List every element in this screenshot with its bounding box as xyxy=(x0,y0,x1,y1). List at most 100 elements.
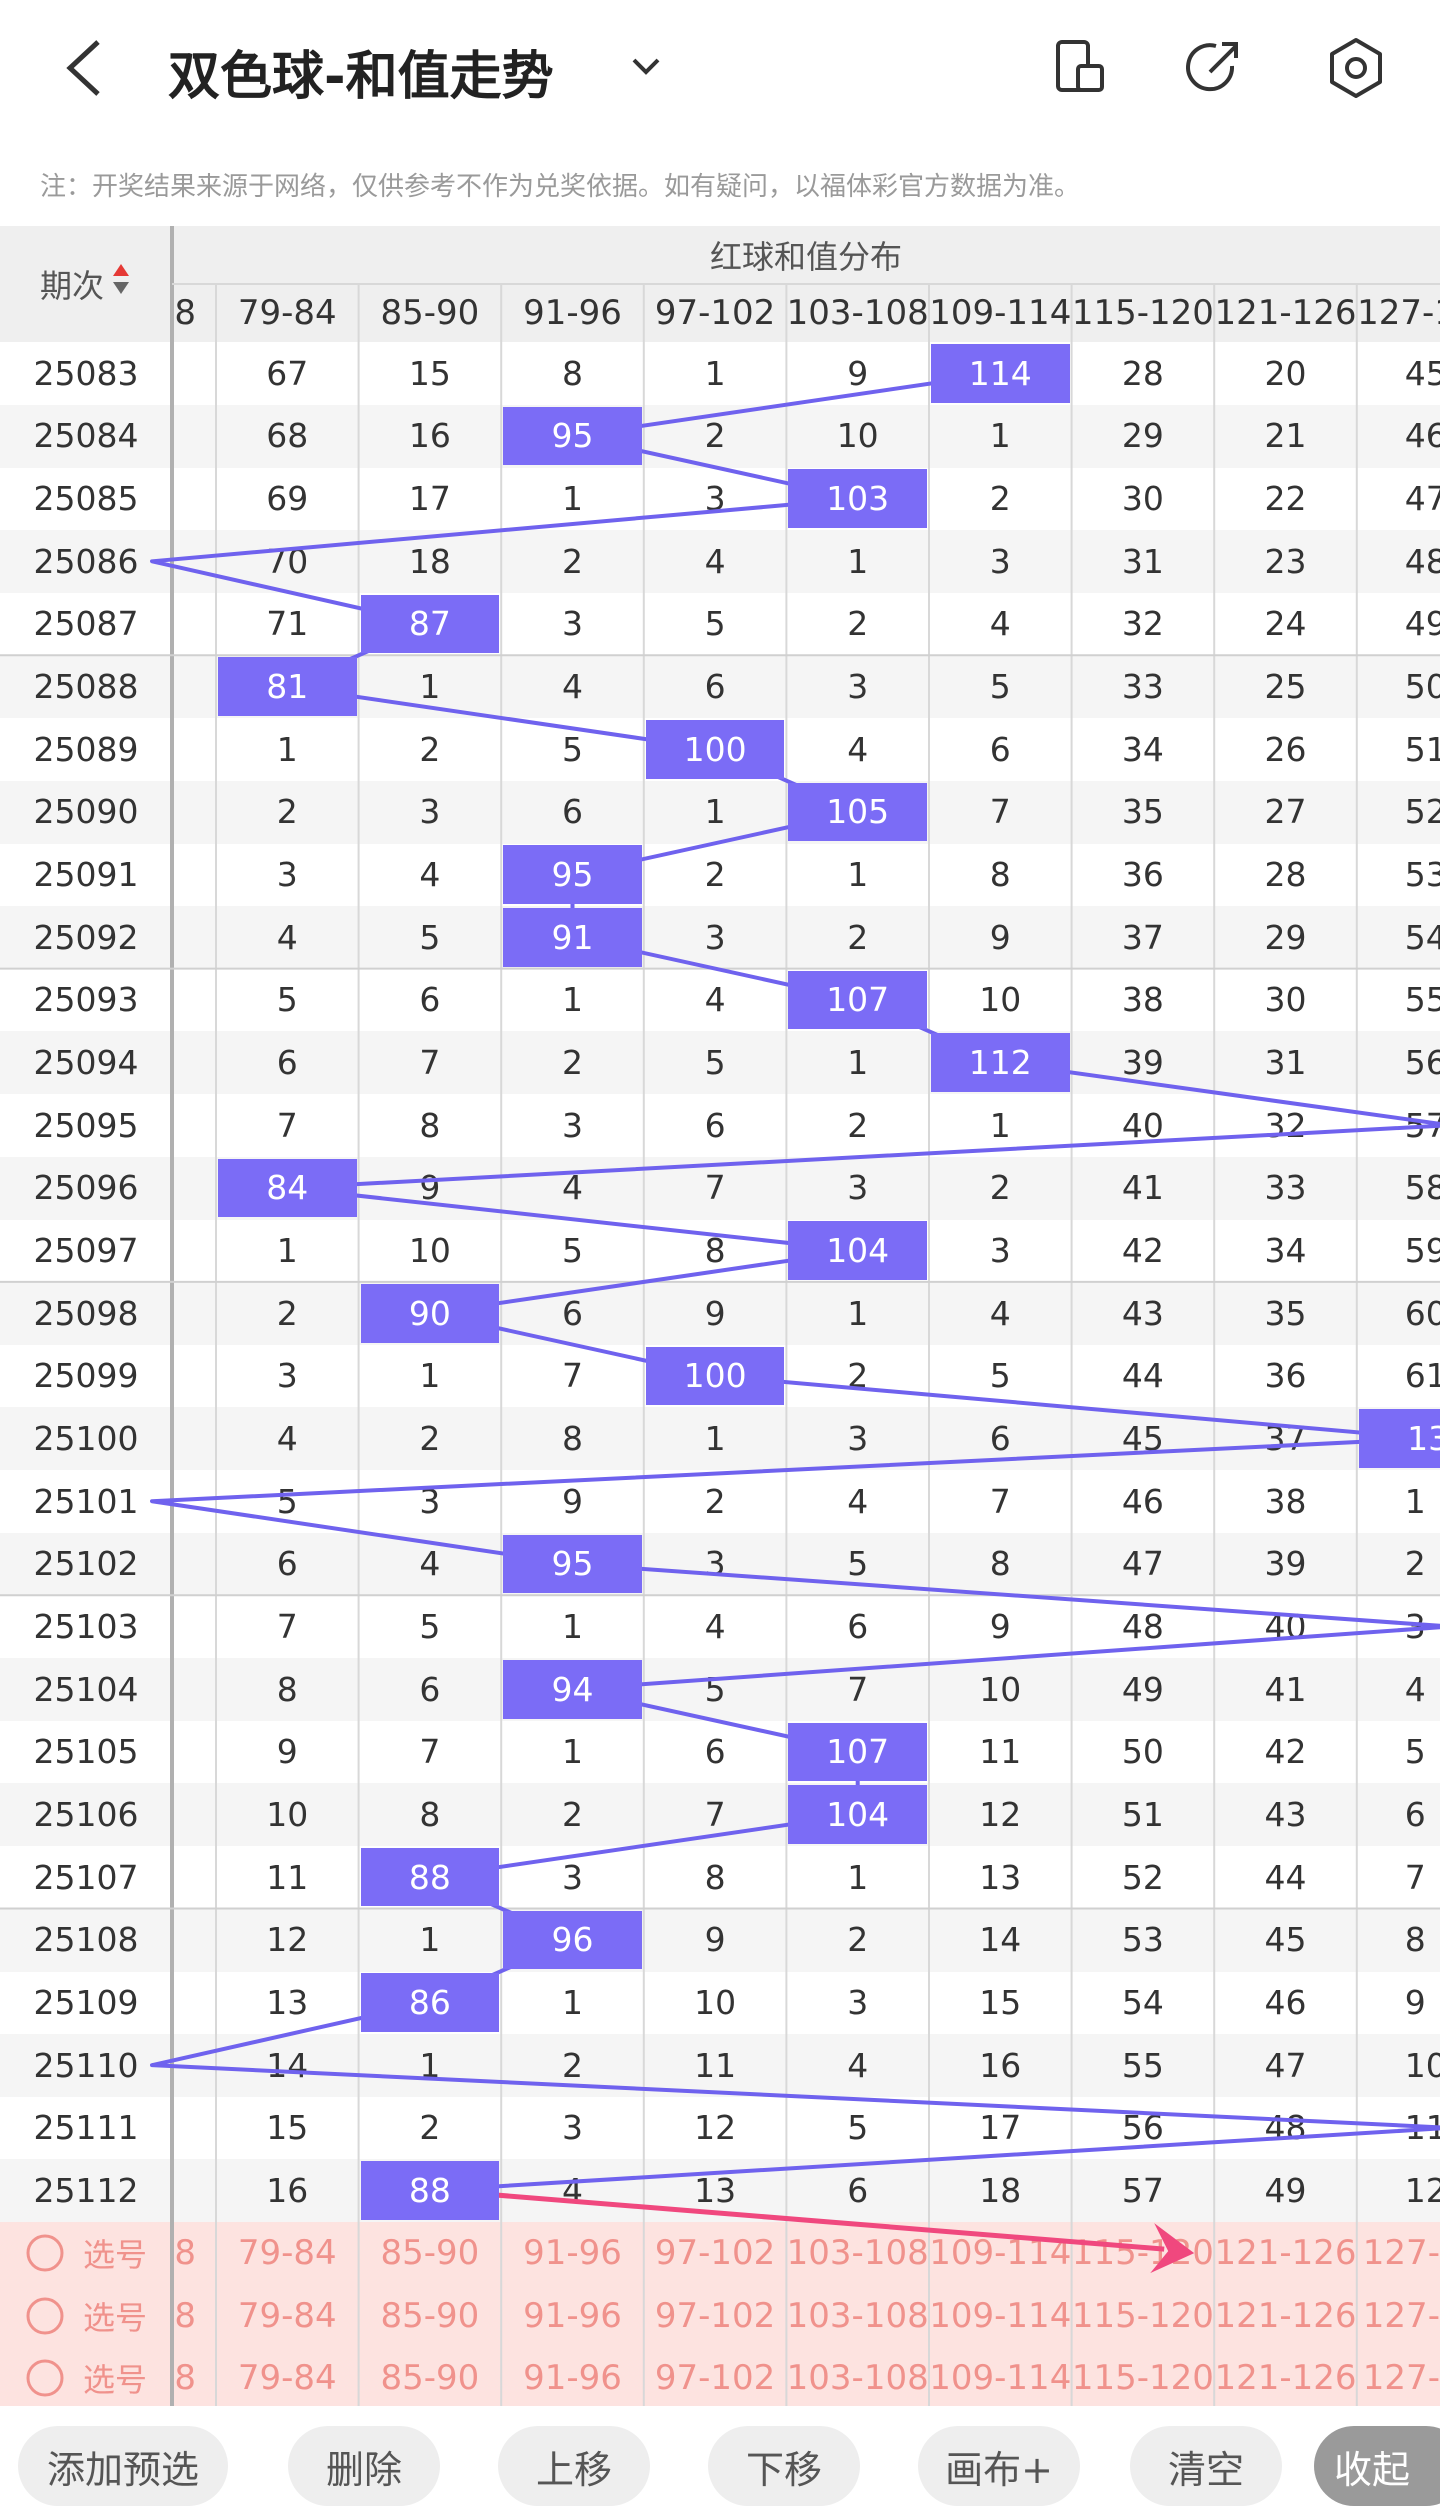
pick-range-cell[interactable]: 121-126 xyxy=(1214,2358,1357,2399)
pick-range-cell[interactable]: 109-114 xyxy=(929,2295,1072,2336)
pick-range-cell[interactable]: 79-84 xyxy=(237,2295,337,2336)
hit-cell: 84 xyxy=(218,1158,357,1218)
pick-range-cell[interactable]: 79-84 xyxy=(237,2358,337,2399)
miss-count-cell: 3 xyxy=(419,1481,441,1521)
pick-range-cell[interactable]: 121-126 xyxy=(1214,2295,1357,2336)
miss-count-cell: 46 xyxy=(1404,416,1440,456)
pick-range-cell[interactable]: 127-132 xyxy=(1362,2233,1440,2274)
pick-range-cell[interactable]: 121-126 xyxy=(1214,2233,1357,2274)
disclaimer-note: 注：开奖结果来源于网络，仅供参考不作为兑奖依据。如有疑问，以福体彩官方数据为准。 xyxy=(40,172,1081,202)
back-arrow-icon[interactable] xyxy=(60,38,110,98)
pick-row-label[interactable]: 选号 xyxy=(0,2222,172,2285)
collapse-button[interactable]: 收起 xyxy=(1314,2426,1440,2506)
miss-count-cell: 49 xyxy=(1264,2170,1307,2210)
pick-range-cell[interactable]: 91-96 xyxy=(523,2295,622,2336)
sort-arrows-icon xyxy=(113,264,129,294)
pick-range-cell[interactable]: 115-120 xyxy=(1071,2233,1214,2274)
miss-count-cell: 5 xyxy=(1404,1732,1426,1772)
miss-count-cell: 6 xyxy=(419,1669,441,1709)
move-up-button[interactable]: 上移 xyxy=(498,2426,650,2506)
miss-count-cell: 57 xyxy=(1121,2170,1164,2210)
period-cell: 25089 xyxy=(33,729,139,769)
miss-count-cell: 1 xyxy=(989,1105,1011,1145)
miss-count-cell: 56 xyxy=(1404,1043,1440,1083)
pick-rows-bg xyxy=(0,2221,1440,2406)
miss-count-cell: 44 xyxy=(1121,1356,1164,1396)
pick-range-cell[interactable]: 127-132 xyxy=(1362,2358,1440,2399)
miss-count-cell: 4 xyxy=(419,855,441,895)
miss-count-cell: 41 xyxy=(1264,1669,1307,1709)
miss-count-cell: 46 xyxy=(1121,1481,1164,1521)
period-cell: 25084 xyxy=(33,416,139,456)
period-cell: 25086 xyxy=(33,541,139,581)
add-preselect-button[interactable]: 添加预选 xyxy=(18,2426,228,2506)
miss-count-cell: 2 xyxy=(419,729,441,769)
pick-range-cell[interactable]: 103-108 xyxy=(786,2295,929,2336)
miss-count-cell: 32 xyxy=(1264,1105,1307,1145)
miss-count-cell: 11 xyxy=(266,1857,309,1897)
miss-count-cell: 4 xyxy=(1404,1669,1426,1709)
pick-range-cell[interactable]: 103-108 xyxy=(786,2233,929,2274)
pick-range-cell[interactable]: 8 xyxy=(174,2295,196,2336)
pick-range-cell[interactable]: 127-132 xyxy=(1362,2295,1440,2336)
pick-range-cell[interactable]: 97-102 xyxy=(654,2233,776,2274)
pick-range-cell[interactable]: 91-96 xyxy=(523,2233,622,2274)
miss-count-cell: 5 xyxy=(419,1607,441,1647)
period-header[interactable]: 期次 xyxy=(0,226,172,342)
miss-count-cell: 4 xyxy=(276,1419,298,1459)
device-icon[interactable] xyxy=(1048,36,1112,100)
pick-range-cell[interactable]: 85-90 xyxy=(380,2358,480,2399)
pick-range-cell[interactable]: 85-90 xyxy=(380,2233,480,2274)
miss-count-cell: 45 xyxy=(1121,1419,1164,1459)
pick-range-cell[interactable]: 8 xyxy=(174,2233,196,2274)
miss-count-cell: 5 xyxy=(989,667,1011,707)
hit-cell: 114 xyxy=(931,344,1070,403)
miss-count-cell: 2 xyxy=(276,792,298,832)
radio-circle-icon[interactable] xyxy=(25,2358,65,2398)
share-icon[interactable] xyxy=(1182,36,1246,100)
miss-count-cell: 4 xyxy=(704,541,726,581)
pick-range-cell[interactable]: 109-114 xyxy=(929,2233,1072,2274)
column-header: 103-108 xyxy=(786,293,929,333)
pick-range-cell[interactable]: 97-102 xyxy=(654,2358,776,2399)
pick-range-cell[interactable]: 91-96 xyxy=(523,2358,622,2399)
canvas-plus-button[interactable]: 画布+ xyxy=(918,2426,1080,2506)
miss-count-cell: 5 xyxy=(704,1043,726,1083)
column-header: 127-132 xyxy=(1357,293,1440,333)
radio-circle-icon[interactable] xyxy=(25,2296,65,2336)
miss-count-cell: 53 xyxy=(1121,1920,1164,1960)
miss-count-cell: 55 xyxy=(1121,2045,1164,2085)
miss-count-cell: 4 xyxy=(704,1607,726,1647)
miss-count-cell: 7 xyxy=(276,1607,298,1647)
pick-row-label[interactable]: 选号 xyxy=(0,2284,172,2347)
pick-range-cell[interactable]: 115-120 xyxy=(1071,2295,1214,2336)
radio-circle-icon[interactable] xyxy=(25,2233,65,2273)
pick-range-cell[interactable]: 115-120 xyxy=(1071,2358,1214,2399)
pick-range-cell[interactable]: 8 xyxy=(174,2358,196,2399)
pick-row-label[interactable]: 选号 xyxy=(0,2347,172,2406)
pick-range-cell[interactable]: 79-84 xyxy=(237,2233,337,2274)
miss-count-cell: 13 xyxy=(266,1982,309,2022)
settings-icon[interactable] xyxy=(1324,36,1388,100)
miss-count-cell: 7 xyxy=(276,1105,298,1145)
miss-count-cell: 2 xyxy=(704,1481,726,1521)
miss-count-cell: 11 xyxy=(694,2045,737,2085)
pick-range-cell[interactable]: 103-108 xyxy=(786,2358,929,2399)
miss-count-cell: 5 xyxy=(419,917,441,957)
column-header: 121-126 xyxy=(1214,293,1357,333)
miss-count-cell: 1 xyxy=(704,1419,726,1459)
miss-count-cell: 9 xyxy=(1404,1982,1426,2022)
pick-range-cell[interactable]: 97-102 xyxy=(654,2295,776,2336)
delete-button[interactable]: 删除 xyxy=(288,2426,440,2506)
miss-count-cell: 50 xyxy=(1121,1732,1164,1772)
pick-range-cell[interactable]: 109-114 xyxy=(929,2358,1072,2399)
column-header: 85-90 xyxy=(380,293,480,333)
period-cell: 25107 xyxy=(33,1857,139,1897)
chevron-down-icon[interactable] xyxy=(626,46,666,86)
clear-button[interactable]: 清空 xyxy=(1130,2426,1282,2506)
move-down-button[interactable]: 下移 xyxy=(708,2426,860,2506)
pick-range-cell[interactable]: 85-90 xyxy=(380,2295,480,2336)
miss-count-cell: 2 xyxy=(704,855,726,895)
miss-count-cell: 3 xyxy=(561,1857,583,1897)
miss-count-cell: 12 xyxy=(1404,2170,1440,2210)
